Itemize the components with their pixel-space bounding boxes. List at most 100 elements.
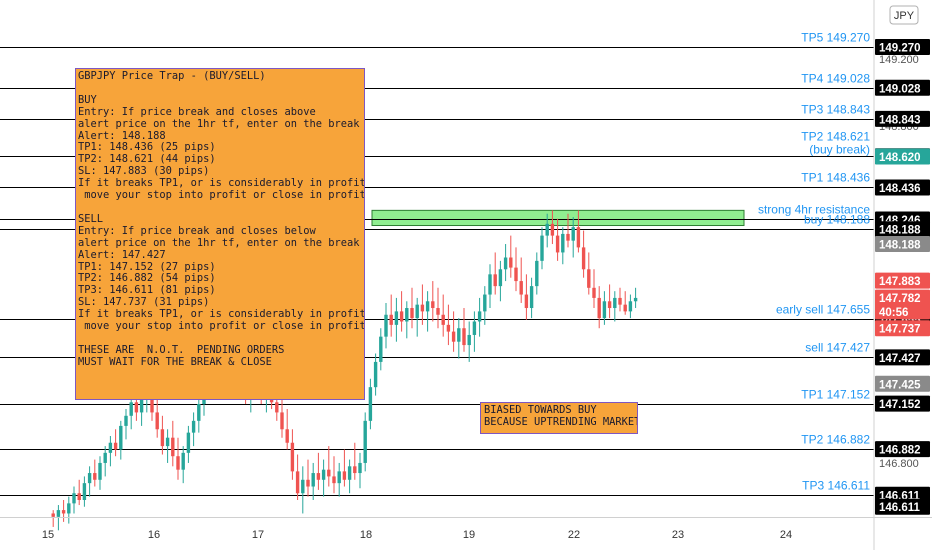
axis-extra-tag-bg	[875, 148, 930, 165]
level-label: buy 148.188	[804, 213, 870, 227]
candle	[379, 336, 383, 362]
candle	[602, 301, 607, 319]
candle	[134, 402, 139, 413]
axis-extra-tag-bg	[875, 236, 930, 253]
candle	[425, 301, 430, 312]
time-tick-label: 18	[360, 529, 372, 541]
candle	[98, 462, 102, 480]
candle	[119, 425, 123, 450]
level-label: TP3 146.611	[802, 479, 870, 493]
axis-extra-tag-bg	[875, 320, 930, 337]
axis-level-tag-bg	[875, 39, 930, 55]
axis-level-tag: 148.843	[879, 114, 921, 126]
axis-extra-tag: 148.188	[879, 240, 921, 252]
candle	[509, 257, 513, 268]
axis-extra-tag: 147.425	[879, 379, 921, 391]
candle	[587, 269, 591, 288]
candle	[191, 420, 196, 433]
candle	[467, 334, 471, 346]
candle	[342, 471, 347, 480]
candle	[113, 442, 118, 450]
candle	[394, 311, 399, 325]
candle	[321, 469, 326, 480]
candle	[503, 257, 508, 270]
candle	[280, 412, 284, 430]
candle	[571, 227, 575, 241]
candle	[493, 274, 497, 287]
candle	[160, 429, 165, 447]
candle	[597, 297, 601, 319]
candle	[363, 420, 367, 463]
axis-level-tag-bg	[875, 79, 930, 96]
candle	[186, 432, 191, 453]
candle	[399, 311, 404, 322]
candle	[93, 473, 97, 480]
currency-badge[interactable]	[889, 5, 919, 25]
candle	[529, 286, 534, 309]
level-label: TP1 147.152	[801, 388, 870, 402]
candle	[441, 314, 445, 325]
level-label: early sell 147.655	[776, 303, 870, 317]
axis-level-tag: 148.188	[879, 225, 921, 237]
candle	[176, 456, 180, 470]
candle	[446, 324, 451, 332]
axis-level-tag-bg	[875, 179, 930, 196]
axis-extra-tag-bg	[875, 498, 930, 515]
axis-tick-label: 149.200	[879, 54, 919, 66]
candle	[451, 331, 456, 342]
axis-extra-tag: 146.611	[879, 502, 921, 514]
trade-plan-note[interactable]: GBPJPY Price Trap - (BUY/SELL) BUY Entry…	[75, 68, 365, 400]
candle	[535, 260, 539, 287]
axis-level-tag-bg	[875, 441, 930, 458]
candle	[327, 469, 331, 477]
candle	[197, 404, 201, 421]
axis-level-tag-bg	[875, 221, 930, 238]
axis-level-tag: 146.882	[879, 445, 921, 457]
candle	[87, 473, 92, 484]
candle	[545, 223, 549, 236]
candle	[618, 297, 622, 305]
axis-level-tag: 147.152	[879, 399, 921, 411]
candle	[561, 233, 565, 253]
candle	[290, 442, 295, 472]
axis-level-tag: 149.270	[879, 43, 921, 55]
candle	[514, 267, 518, 282]
axis-extra-tag-bg	[875, 303, 930, 320]
level-label: TP2 148.621	[801, 130, 870, 144]
candle	[415, 304, 419, 319]
candle	[410, 308, 414, 319]
level-label: TP2 146.882	[801, 433, 870, 447]
level-label: strong 4hr resistance	[758, 203, 870, 217]
bias-note[interactable]: BIASED TOWARDS BUY BECAUSE UPTRENDING MA…	[480, 402, 638, 434]
axis-extra-tag-bg	[875, 272, 930, 289]
candle	[165, 437, 170, 447]
axis-extra-tag: 147.782	[879, 293, 921, 305]
candle	[519, 281, 523, 295]
axis-level-tag-bg	[875, 395, 930, 412]
candle	[550, 223, 555, 236]
candle	[61, 510, 66, 514]
candle	[436, 308, 440, 315]
price-axis[interactable]	[874, 0, 932, 517]
candle	[56, 510, 61, 517]
candle	[358, 462, 362, 474]
candle	[524, 294, 529, 309]
axis-extra-tag: 147.737	[879, 324, 921, 336]
axis-extra-tag: 148.620	[879, 152, 921, 164]
candle	[373, 361, 378, 388]
candle	[607, 301, 612, 309]
candle	[389, 314, 393, 325]
candle	[540, 235, 544, 261]
candle	[295, 471, 300, 494]
candle	[285, 429, 289, 443]
candle	[576, 227, 581, 248]
candle	[498, 269, 503, 287]
candle	[103, 452, 107, 463]
candle	[462, 328, 466, 346]
axis-level-tag-bg	[875, 110, 930, 127]
candle	[457, 328, 461, 342]
candle	[623, 304, 627, 312]
axis-extra-tag-bg	[875, 289, 930, 306]
candle	[368, 387, 373, 421]
